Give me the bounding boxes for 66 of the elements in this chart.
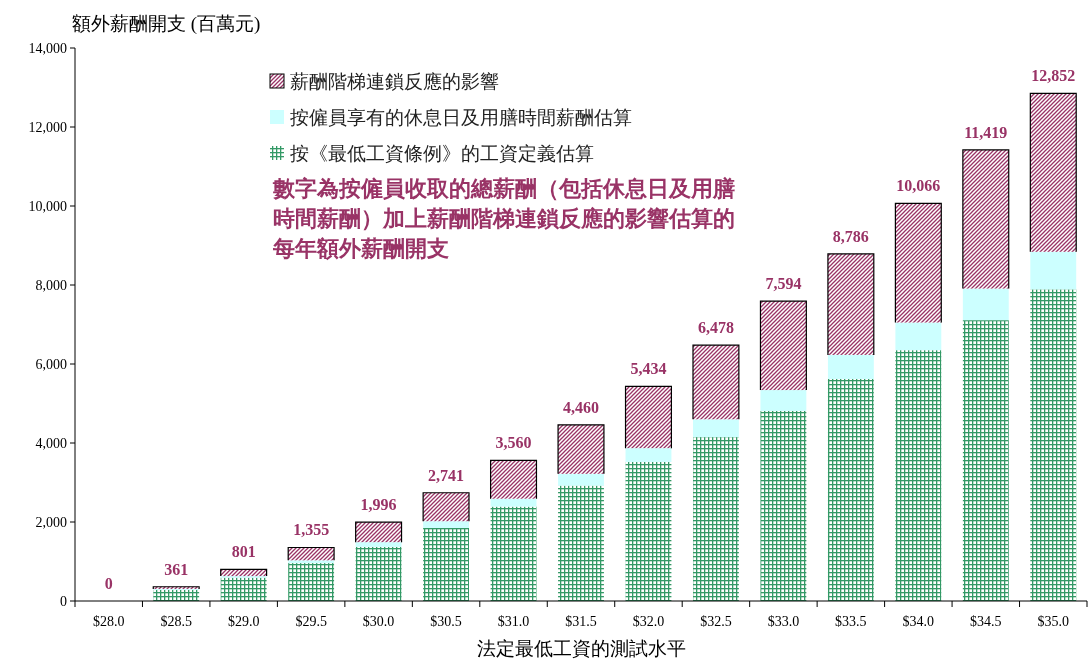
bar [962, 320, 1009, 601]
total-label: 10,066 [896, 177, 941, 195]
bar [490, 506, 537, 601]
bar [625, 461, 672, 601]
total-label: 11,419 [964, 123, 1008, 141]
total-label: 0 [104, 575, 113, 592]
x-tick-label: $34.0 [902, 614, 935, 629]
x-tick-label: $28.0 [92, 614, 125, 629]
y-tick-label: 12,000 [28, 120, 67, 135]
total-label: 8,786 [832, 227, 869, 245]
x-tick-label: $33.0 [767, 614, 800, 629]
bar [895, 322, 942, 351]
total-label: 7,594 [765, 275, 802, 293]
x-axis-title: 法定最低工資的測試水平 [476, 638, 686, 659]
x-tick-label: $29.0 [227, 614, 260, 629]
bar [558, 473, 604, 486]
bar [693, 419, 739, 438]
legend-label: 薪酬階梯連鎖反應的影響 [290, 71, 499, 92]
bar [1030, 289, 1077, 601]
annotation: 數字為按僱員收取的總薪酬（包括休息日及用膳時間薪酬）加上薪酬階梯連鎖反應的影響估算的每年額外薪酬開支 [272, 176, 735, 261]
bar [760, 390, 807, 412]
bar [423, 521, 470, 528]
y-tick-label: 0 [60, 594, 67, 609]
total-label: 12,852 [1031, 67, 1076, 85]
bar [1030, 251, 1077, 290]
x-tick-label: $32.0 [632, 614, 665, 629]
total-label: 361 [164, 560, 189, 578]
total-label: 801 [231, 543, 256, 561]
x-tick-label: $31.0 [497, 614, 530, 629]
bar [827, 379, 874, 601]
total-label: 1,996 [360, 496, 397, 514]
y-tick-label: 6,000 [35, 357, 67, 372]
y-tick-label: 14,000 [28, 41, 67, 56]
bar [625, 448, 672, 462]
bar [895, 350, 942, 601]
x-tick-label: $34.5 [970, 614, 1002, 629]
y-tick-label: 2,000 [35, 515, 67, 530]
total-label: 3,560 [495, 434, 532, 452]
x-tick-label: $31.5 [565, 614, 597, 629]
total-label: 6,478 [697, 319, 734, 337]
x-tick-label: $29.5 [295, 614, 327, 629]
bar [962, 288, 1009, 321]
bar [490, 498, 537, 507]
x-tick-label: $35.0 [1037, 614, 1070, 629]
x-tick-label: $30.0 [362, 614, 395, 629]
y-tick-label: 4,000 [35, 436, 67, 451]
total-label: 2,741 [428, 466, 465, 484]
bar [827, 354, 874, 380]
x-tick-label: $32.5 [700, 614, 732, 629]
bar [355, 542, 402, 547]
bar [423, 527, 470, 601]
total-label: 1,355 [293, 521, 330, 539]
legend-label: 按僱員享有的休息日及用膳時間薪酬估算 [290, 107, 632, 128]
x-tick-label: $33.5 [835, 614, 867, 629]
y-axis-title: 額外薪酬開支 (百萬元) [72, 13, 261, 35]
legend-label: 按《最低工資條例》的工資定義估算 [290, 143, 594, 164]
bar [693, 437, 739, 601]
bar [355, 546, 402, 601]
y-tick-label: 10,000 [28, 199, 67, 214]
total-label: 4,460 [563, 398, 599, 416]
x-tick-label: $28.5 [160, 614, 192, 629]
bar [760, 411, 807, 601]
total-label: 5,434 [630, 360, 667, 378]
y-tick-label: 8,000 [35, 278, 67, 293]
bar [558, 485, 604, 601]
x-tick-label: $30.5 [430, 614, 462, 629]
